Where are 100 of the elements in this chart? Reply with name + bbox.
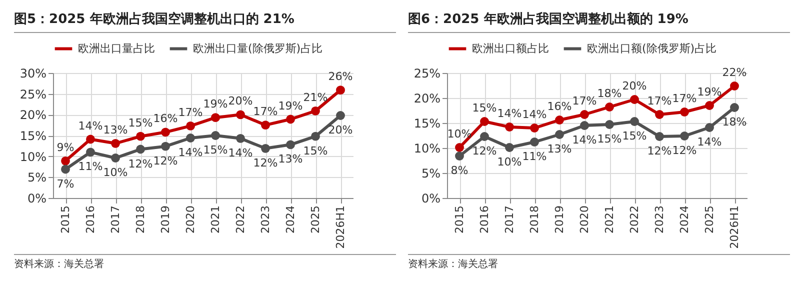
- point: [86, 148, 95, 157]
- point: [61, 156, 70, 166]
- data-label: 17%: [647, 94, 672, 108]
- point: [505, 122, 514, 132]
- point: [455, 152, 464, 160]
- point: [61, 164, 70, 174]
- point: [336, 86, 345, 95]
- point: [211, 113, 220, 122]
- point: [161, 128, 170, 137]
- data-label: 15%: [622, 130, 647, 142]
- data-label: 11%: [78, 160, 103, 174]
- data-label: 10%: [103, 166, 128, 179]
- data-label: 12%: [128, 157, 153, 170]
- y-tick-label: 15%: [20, 129, 46, 143]
- data-label: 14%: [497, 107, 522, 120]
- x-tick-label: 2018: [134, 206, 147, 234]
- point: [261, 144, 270, 153]
- data-label: 12%: [253, 156, 278, 170]
- data-label: 15%: [128, 116, 153, 130]
- data-label: 17%: [253, 105, 278, 118]
- point: [730, 82, 739, 90]
- data-label: 22%: [722, 66, 747, 79]
- point: [286, 114, 295, 124]
- legend-label: 欧洲出口额(除俄罗斯)占比: [587, 42, 717, 55]
- x-tick-label: 2019: [159, 206, 172, 234]
- x-tick-label: 2022: [628, 206, 641, 234]
- data-label: 10%: [447, 128, 472, 140]
- x-tick-label: 2015: [59, 206, 72, 234]
- point: [455, 143, 464, 152]
- x-tick-label: 2026H1: [334, 206, 347, 249]
- x-tick-label: 2018: [528, 206, 541, 234]
- y-tick-label: 15%: [414, 116, 440, 130]
- y-tick-label: 0%: [27, 192, 46, 206]
- point: [630, 95, 639, 104]
- point: [680, 132, 689, 140]
- x-tick-label: 2020: [184, 206, 197, 234]
- point: [580, 110, 589, 119]
- y-tick-label: 30%: [20, 66, 46, 80]
- x-tick-label: 2023: [653, 206, 666, 234]
- data-label: 16%: [547, 100, 572, 113]
- data-label: 17%: [572, 94, 597, 108]
- point: [480, 132, 489, 141]
- data-label: 20%: [622, 80, 647, 92]
- point: [580, 121, 589, 130]
- data-label: 7%: [56, 177, 74, 190]
- point: [211, 131, 220, 140]
- data-label: 13%: [103, 123, 128, 136]
- data-label: 10%: [497, 156, 522, 168]
- point: [136, 132, 145, 141]
- data-label: 14%: [522, 108, 547, 121]
- point: [111, 138, 120, 148]
- data-label: 19%: [697, 86, 722, 98]
- x-tick-label: 2023: [259, 206, 272, 234]
- x-tick-label: 2017: [503, 206, 516, 234]
- data-label: 17%: [672, 92, 697, 105]
- y-tick-label: 10%: [20, 150, 46, 164]
- data-label: 15%: [203, 144, 228, 156]
- data-label: 18%: [722, 116, 747, 128]
- y-tick-label: 0%: [421, 192, 440, 206]
- point: [186, 121, 195, 130]
- y-tick-label: 10%: [414, 142, 440, 156]
- data-label: 20%: [328, 124, 353, 136]
- y-tick-label: 20%: [20, 108, 46, 122]
- point: [311, 106, 320, 116]
- point: [505, 143, 514, 152]
- y-tick-label: 25%: [414, 66, 440, 80]
- x-tick-label: 2025: [309, 206, 322, 234]
- data-label: 19%: [203, 98, 228, 111]
- data-label: 15%: [472, 102, 497, 114]
- point: [655, 132, 664, 141]
- data-label: 14%: [697, 136, 722, 148]
- data-label: 9%: [56, 140, 74, 154]
- point: [336, 111, 345, 120]
- data-label: 12%: [647, 144, 672, 158]
- chart-title: 图6：2025 年欧洲占我国空调整机出额的 19%: [408, 6, 790, 33]
- x-tick-label: 2022: [234, 206, 247, 234]
- point: [261, 120, 270, 130]
- point: [161, 142, 170, 151]
- data-label: 11%: [522, 150, 547, 163]
- x-tick-label: 2016: [84, 206, 97, 234]
- point: [655, 110, 664, 119]
- data-label: 12%: [672, 144, 697, 157]
- point: [530, 138, 539, 146]
- point: [705, 123, 714, 132]
- x-tick-label: 2021: [603, 206, 616, 234]
- x-tick-label: 2024: [284, 206, 297, 234]
- data-label: 15%: [597, 132, 622, 146]
- data-label: 14%: [178, 146, 203, 159]
- data-label: 16%: [153, 112, 178, 126]
- point: [236, 110, 245, 120]
- point: [286, 140, 295, 150]
- text: 资料来源：海关总署: [14, 254, 396, 271]
- y-tick-label: 20%: [414, 92, 440, 106]
- chart-title: 图5：2025 年欧洲占我国空调整机出口的 21%: [14, 6, 396, 33]
- point: [705, 101, 714, 110]
- point: [86, 134, 95, 144]
- data-label: 8%: [450, 164, 468, 177]
- data-label: 12%: [153, 154, 178, 168]
- legend-label: 欧洲出口量(除俄罗斯)占比: [193, 42, 323, 55]
- data-label: 13%: [278, 152, 303, 166]
